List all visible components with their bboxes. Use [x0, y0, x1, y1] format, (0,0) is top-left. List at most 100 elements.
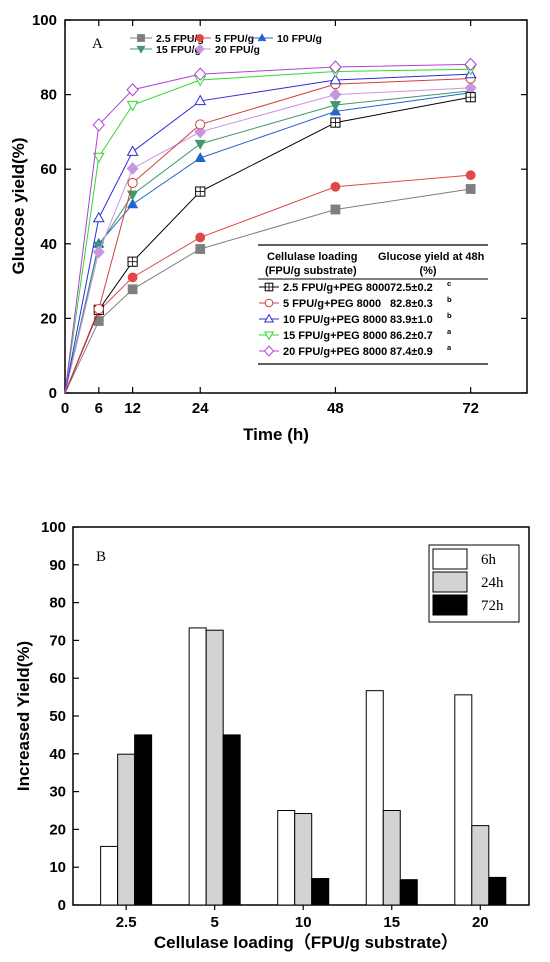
- y-axis-label-a: Glucose yield(%): [9, 138, 28, 275]
- series-line-a: [64, 68, 471, 394]
- table-swatch-marker: [264, 298, 274, 308]
- legend-a-label: 5 FPU/g: [215, 33, 254, 45]
- y-tick-label-b: 10: [49, 859, 66, 876]
- table-row-label: 20 FPU/g+PEG 8000: [283, 346, 387, 358]
- data-point-a: [195, 244, 206, 254]
- bar-24h: [117, 753, 136, 906]
- data-point-a: [330, 181, 341, 192]
- series-line-a: [64, 90, 471, 394]
- bar-72h: [311, 878, 330, 906]
- legend-a-label: 15 FPU/g: [156, 44, 201, 56]
- y-tick-label-b: 60: [49, 670, 66, 687]
- legend-a-label: 10 FPU/g: [277, 33, 322, 45]
- legend-b-swatch: [432, 594, 468, 616]
- x-axis-label-b: Cellulase loading（FPU/g substrate）: [154, 932, 458, 952]
- data-point-a: [329, 101, 342, 111]
- legend-b-label: 6h: [481, 552, 497, 568]
- x-tick-label-b: 15: [383, 914, 400, 931]
- data-point-a: [195, 232, 206, 243]
- x-tick-label-a: 12: [124, 400, 141, 417]
- x-tick-label-b: 20: [472, 914, 489, 931]
- table-header-col2: Glucose yield at 48h: [378, 251, 485, 263]
- data-point-a: [330, 204, 341, 215]
- x-tick-label-b: 10: [295, 914, 312, 931]
- data-point-a: [127, 284, 138, 295]
- x-tick-label-b: 2.5: [116, 914, 137, 931]
- table-header-col1: Cellulase loading: [267, 251, 357, 263]
- legend-b-swatch: [432, 548, 468, 570]
- table-row-sup: c: [447, 279, 451, 288]
- legend-b: 6h 24h 72h: [428, 544, 520, 623]
- bar-6h: [188, 627, 207, 906]
- y-tick-label-b: 90: [49, 557, 66, 574]
- y-axis-label-b: Increased Yield(%): [14, 641, 33, 791]
- bar-6h: [100, 845, 119, 906]
- series-line-a: [64, 73, 471, 394]
- legend-b-label: 72h: [481, 598, 504, 614]
- data-point-a: [329, 88, 342, 102]
- x-ticks-b: 2.5 5 10 15 20: [116, 905, 489, 931]
- bars-b: [100, 627, 507, 906]
- data-point-a: [194, 139, 206, 150]
- data-point-a: [127, 198, 139, 209]
- legend-a-marker: [137, 34, 145, 42]
- plot-frame-a: [64, 19, 528, 394]
- bar-6h: [277, 810, 296, 906]
- data-point-a: [92, 245, 105, 259]
- legend-a-bg: [124, 32, 368, 54]
- series-line-a: [64, 188, 471, 394]
- y-tick-label-b: 80: [49, 595, 66, 612]
- bar-24h: [205, 629, 224, 906]
- table-row-sup: a: [447, 327, 452, 336]
- data-point-a: [194, 94, 207, 106]
- x-tick-label-a: 48: [327, 400, 344, 417]
- y-tick-label-a: 80: [40, 87, 57, 104]
- table-row-label: 10 FPU/g+PEG 8000: [283, 314, 387, 326]
- series-lines-a: [64, 57, 477, 394]
- table-row-value: 83.9±1.0: [390, 314, 433, 326]
- table-swatch-marker: [263, 331, 275, 341]
- data-point-a: [194, 125, 207, 139]
- table-header-col1-unit: (FPU/g substrate): [265, 265, 357, 277]
- legend-a-marker: [195, 43, 205, 55]
- y-ticks-b: 0 10 20 30 40 50 60 70 80 90 100: [41, 519, 79, 914]
- y-tick-label-b: 30: [49, 784, 66, 801]
- legend-a-marker: [257, 33, 267, 42]
- data-point-a: [92, 211, 105, 223]
- data-point-a: [93, 303, 104, 315]
- table-row-value: 72.5±0.2: [390, 282, 433, 294]
- x-tick-label-b: 5: [210, 914, 218, 931]
- y-tick-label-a: 60: [40, 161, 57, 178]
- bar-24h: [471, 825, 490, 906]
- data-point-a: [126, 83, 139, 97]
- legend-a-marker: [136, 45, 146, 54]
- data-point-a: [194, 67, 207, 81]
- legend-a: 2.5 FPU/g 5 FPU/g 10 FPU/g 15 FPU/g 20 FPU/g: [124, 32, 368, 56]
- table-row-label: 5 FPU/g+PEG 8000: [283, 298, 381, 310]
- y-tick-label-a: 100: [32, 12, 57, 29]
- table-row-label: 2.5 FPU/g+PEG 8000: [283, 282, 390, 294]
- bar-72h: [488, 876, 507, 906]
- y-tick-label-b: 70: [49, 632, 66, 649]
- y-tick-label-b: 40: [49, 746, 66, 763]
- table-row-value: 82.8±0.3: [390, 298, 433, 310]
- panel-label-b: B: [96, 549, 106, 565]
- y-tick-label-b: 0: [58, 897, 66, 914]
- bar-72h: [399, 879, 418, 906]
- table-swatch-marker: [263, 345, 275, 357]
- yield-table-a: Cellulase loading (FPU/g substrate) Glucos…: [258, 243, 488, 365]
- data-point-a: [92, 118, 106, 132]
- data-point-a: [329, 73, 342, 85]
- table-row-value: 87.4±0.9: [390, 346, 433, 358]
- data-point-a: [465, 170, 476, 181]
- table-swatch-marker: [263, 313, 275, 323]
- table-header-col2-unit: (%): [419, 265, 436, 277]
- x-axis-label-a: Time (h): [243, 425, 309, 444]
- data-point-a: [127, 177, 138, 189]
- data-point-a: [465, 184, 476, 194]
- panel-label-a: A: [92, 36, 103, 52]
- legend-a-label: 20 FPU/g: [215, 44, 260, 56]
- x-tick-label-a: 72: [462, 400, 479, 417]
- series-line-a: [64, 63, 471, 394]
